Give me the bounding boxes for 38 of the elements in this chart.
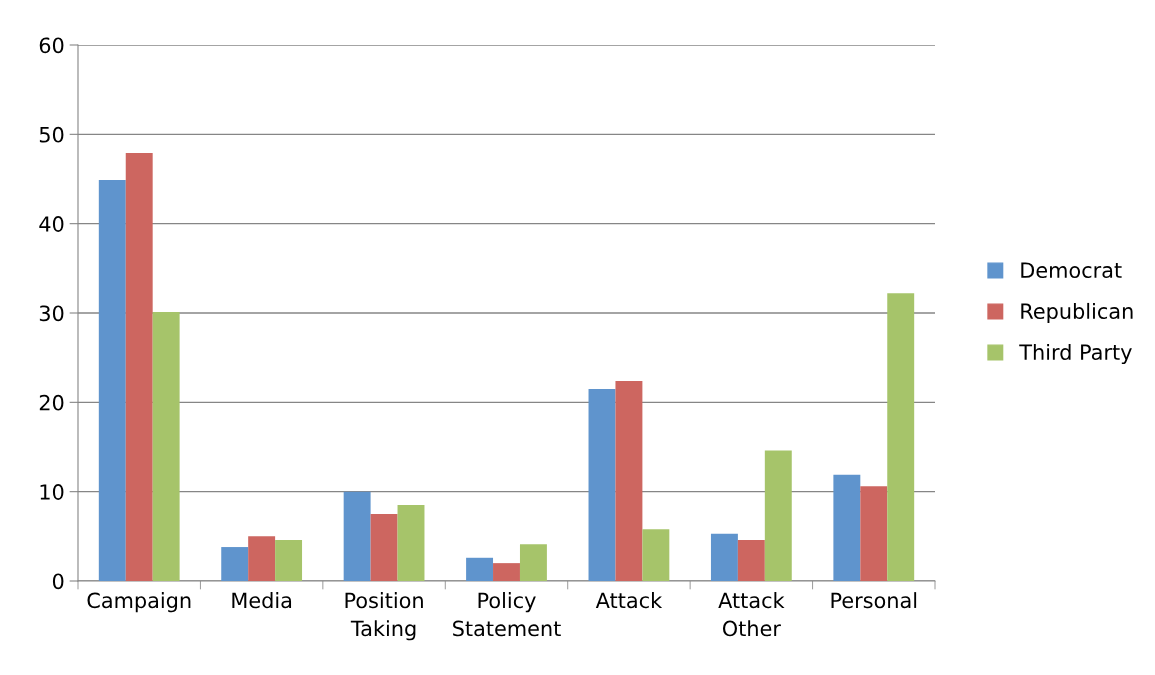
legend-label: Third Party [1019,343,1132,365]
bar [737,539,765,581]
bar [710,533,738,581]
bar [343,491,371,581]
y-tick-label: 30 [39,305,64,322]
y-tick-label: 10 [40,484,64,500]
x-tick-label: Media [232,592,292,609]
bar [615,380,643,581]
bar [519,544,547,581]
bar [275,539,303,581]
y-tick-label: 50 [39,126,64,143]
y-tick-label: 60 [39,37,64,54]
x-tick-label: Campaign [87,592,191,613]
bar [588,388,616,581]
bar [642,529,670,581]
x-tick-label: Position Taking [345,592,423,641]
bar [887,293,915,581]
bar [152,312,180,581]
bar [248,536,276,581]
x-tick-label: Attack Other [718,592,785,637]
bar [125,153,153,581]
bar [466,557,494,581]
x-tick-label: Attack [595,592,663,609]
bar [397,505,425,581]
x-tick-label: Policy Statement [453,592,561,637]
x-tick-label: Personal [831,592,917,609]
bar [370,514,398,581]
legend-label: Democrat [1021,262,1122,279]
y-tick-label: 40 [39,216,64,232]
bar [833,474,861,581]
bar [764,450,792,581]
bar [860,486,888,581]
legend-label: Republican [1021,302,1133,324]
bar [493,563,520,581]
y-tick-label: 0 [52,573,64,590]
y-tick-label: 20 [39,394,64,411]
bar [98,179,126,581]
bar [221,547,249,581]
